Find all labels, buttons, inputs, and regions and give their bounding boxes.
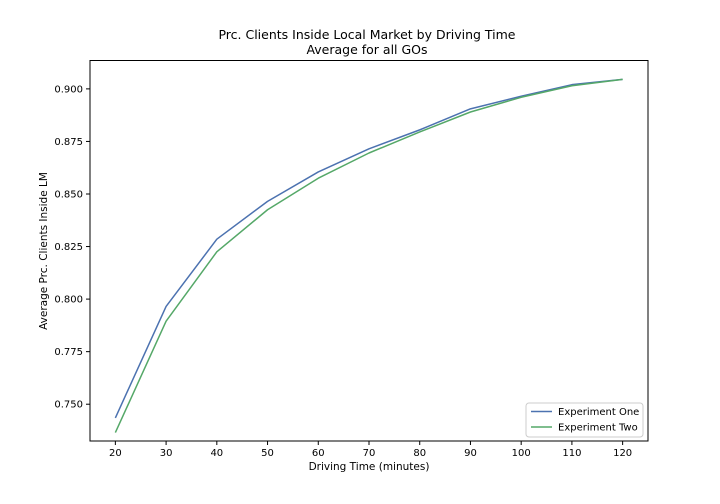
y-axis-label: Average Prc. Clients Inside LM [38, 172, 50, 330]
legend-label-experiment-two: Experiment Two [558, 423, 638, 434]
y-tick-label: 0.900 [54, 84, 83, 95]
y-tick-label: 0.775 [54, 347, 83, 358]
x-tick-label: 90 [464, 448, 477, 459]
x-tick-label: 50 [261, 448, 274, 459]
legend-label-experiment-one: Experiment One [558, 407, 639, 418]
x-tick-label: 30 [160, 448, 173, 459]
x-tick-label: 70 [363, 448, 376, 459]
x-tick-label: 40 [210, 448, 223, 459]
x-tick-label: 60 [312, 448, 325, 459]
x-tick-label: 80 [413, 448, 426, 459]
x-tick-label: 20 [109, 448, 122, 459]
x-axis-label: Driving Time (minutes) [309, 461, 430, 473]
y-tick-label: 0.750 [54, 400, 83, 411]
y-tick-label: 0.800 [54, 295, 83, 306]
y-axis-ticks: 0.750 0.775 0.800 0.825 0.850 0.875 0.900 [54, 84, 90, 411]
series-line-experiment-one [114, 78, 623, 419]
x-tick-label: 100 [512, 448, 531, 459]
plot-area-frame [89, 60, 649, 442]
chart-title: Prc. Clients Inside Local Market by Driv… [218, 27, 515, 42]
x-tick-label: 120 [613, 448, 632, 459]
chart-subtitle: Average for all GOs [306, 42, 427, 57]
y-tick-label: 0.850 [54, 189, 83, 200]
y-tick-label: 0.825 [54, 242, 83, 253]
y-tick-label: 0.875 [54, 137, 83, 148]
x-axis-ticks: 20 30 40 50 60 70 80 90 100 110 120 [109, 441, 632, 459]
legend: Experiment One Experiment Two [525, 402, 644, 438]
x-tick-label: 110 [562, 448, 581, 459]
legend-box [525, 402, 644, 438]
series-line-experiment-two [114, 78, 623, 433]
series-lines [114, 78, 623, 433]
